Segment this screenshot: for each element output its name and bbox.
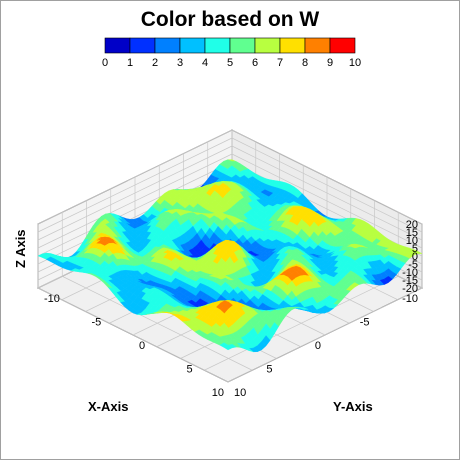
z-tick-label: 10 [406, 235, 418, 247]
colorbar-tick-label: 1 [127, 57, 133, 69]
colorbar-swatch [179, 37, 206, 54]
grid-line [62, 275, 253, 371]
z-tick-label: 15 [406, 227, 418, 239]
colorbar-swatch [254, 37, 281, 54]
y-tick-label: 0 [139, 340, 145, 352]
z-tick-label: 20 [406, 219, 418, 231]
colorbar-swatch [329, 37, 356, 54]
z-tick-label: 5 [412, 243, 418, 255]
x-tick-label: -10 [402, 293, 418, 305]
y-tick-label: 10 [234, 387, 246, 399]
colorbar-swatch [104, 37, 131, 54]
colorbar-tick-label: 4 [202, 57, 208, 69]
chart-title: Color based on W [140, 8, 320, 31]
y-tick-label: -10 [44, 293, 60, 305]
x-tick-label: 10 [212, 387, 224, 399]
colorbar-swatch [229, 37, 256, 54]
colorbar-swatch [279, 37, 306, 54]
colorbar-swatch [154, 37, 181, 54]
x-axis-label: X-Axis [88, 399, 128, 414]
colorbar-tick-label: 6 [252, 57, 258, 69]
colorbar-tick-label: 5 [227, 57, 233, 69]
grid-line [227, 287, 423, 383]
z-tick-label: -15 [402, 275, 418, 287]
z-axis-label: Z Axis [13, 229, 28, 268]
z-tick-label: -20 [402, 283, 418, 295]
x-tick-label: 5 [266, 364, 272, 376]
y-tick-label: -5 [92, 317, 102, 329]
colorbar-swatch [204, 37, 231, 54]
colorbar-tick-label: 7 [277, 57, 283, 69]
colorbar-swatch [129, 37, 156, 54]
x-tick-label: 0 [315, 340, 321, 352]
y-tick-label: 5 [187, 364, 193, 376]
colorbar-tick-label: 10 [349, 57, 361, 69]
colorbar-swatch [304, 37, 331, 54]
colorbar-tick-label: 2 [152, 57, 158, 69]
colorbar-tick-label: 9 [327, 57, 333, 69]
z-tick-label: -10 [402, 267, 418, 279]
surface-cell [223, 344, 233, 351]
colorbar-tick-label: 0 [102, 57, 108, 69]
colorbar-tick-label: 8 [302, 57, 308, 69]
surface-plot [37, 159, 423, 353]
grid-line [37, 287, 229, 383]
x-tick-label: -5 [360, 317, 370, 329]
z-tick-label: -5 [408, 259, 418, 271]
z-tick-label: 0 [412, 251, 418, 263]
y-axis-label: Y-Axis [333, 399, 373, 414]
colorbar-tick-label: 3 [177, 57, 183, 69]
colorbar: 0 1 2 3 4 5 6 7 8 9 10 [102, 37, 361, 69]
grid-line [204, 275, 399, 371]
